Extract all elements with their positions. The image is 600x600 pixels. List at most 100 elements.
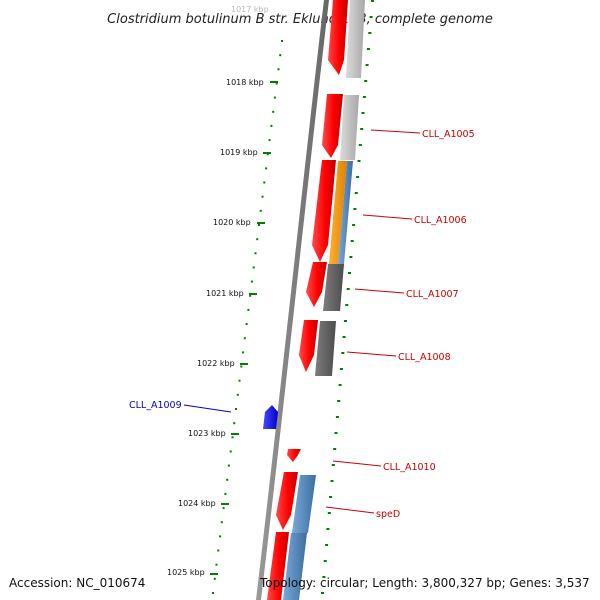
outer-tick-dot (345, 304, 349, 306)
outer-tick-dot (361, 112, 365, 114)
gene-label-cll-a1010[interactable]: CLL_A1010 (383, 462, 436, 473)
outer-tick-dot (344, 320, 347, 322)
ruler-dot (224, 492, 227, 495)
outer-tick-dot (364, 80, 368, 82)
leader-cll-a1006 (362, 214, 413, 220)
outer-tick-dot (338, 384, 342, 386)
gene-arrow-bottom[interactable] (267, 532, 289, 600)
leader-cll-a1005 (370, 129, 421, 134)
ruler-dot (275, 82, 278, 85)
leader-sped (325, 506, 375, 514)
outer-tick-dot (325, 544, 329, 546)
ruler-dot (265, 167, 268, 170)
outer-tick-dot (341, 352, 345, 354)
ruler-dot (220, 521, 223, 524)
ruler-tick-1019 (263, 152, 271, 154)
outer-tick-dot (327, 512, 331, 514)
gene-arrow-cll-a1007[interactable] (306, 262, 327, 307)
ruler-label-1022: 1022 kbp (197, 359, 235, 368)
ruler-dot (254, 252, 257, 255)
ruler-dot (212, 592, 214, 594)
outer-tick-dot (371, 0, 374, 2)
ruler-dot (236, 393, 239, 396)
leader-cll-a1010 (332, 460, 382, 467)
cog-segment-dark-2 (315, 321, 336, 376)
ruler-dot (256, 238, 259, 241)
outer-tick-dot (360, 128, 364, 130)
outer-tick-dot (333, 448, 337, 450)
ruler-label-1017: 1017 kbp (231, 5, 269, 14)
ruler-dot (273, 96, 276, 99)
ruler-dot (261, 195, 264, 198)
outer-tick-dot (365, 64, 369, 66)
gene-arrow-cll-a1008[interactable] (299, 320, 318, 372)
gene-label-cll-a1006[interactable]: CLL_A1006 (414, 215, 467, 226)
gene-arrow-top[interactable] (328, 0, 348, 75)
ruler-tick-1020 (257, 222, 265, 224)
ruler-dot (226, 478, 229, 481)
cog-segment-steel-3 (283, 533, 307, 600)
ruler-label-1024: 1024 kbp (178, 499, 216, 508)
gene-arrow-cll-a1006[interactable] (312, 160, 336, 262)
map-title: Clostridium botulinum B str. Eklund 17B,… (107, 12, 493, 27)
ruler-label-1020: 1020 kbp (213, 218, 251, 227)
gene-label-cll-a1005[interactable]: CLL_A1005 (422, 129, 475, 140)
leader-cll-a1007 (354, 288, 405, 294)
outer-tick-dot (366, 48, 370, 50)
ruler-label-1019: 1019 kbp (220, 148, 258, 157)
ruler-ticks (210, 81, 278, 575)
genome-backbone (256, 0, 329, 600)
outer-tick-dot (357, 160, 361, 162)
ruler-dot (270, 124, 273, 127)
gene-arrow-cll-a1009[interactable] (263, 405, 278, 429)
ruler-label-1025: 1025 kbp (167, 568, 205, 577)
gene-label-cll-a1009[interactable]: CLL_A1009 (129, 400, 182, 411)
ruler-dot (238, 379, 241, 382)
gene-label-sped[interactable]: speD (376, 509, 400, 520)
gene-arrow-sped[interactable] (276, 472, 298, 530)
ruler-tick-1024 (221, 503, 229, 505)
ruler-dot (245, 323, 248, 326)
ruler-label-1018: 1018 kbp (226, 78, 264, 87)
cog-segment-steel-1 (338, 161, 353, 264)
ruler-dot (215, 563, 218, 566)
accession-text: Accession: NC_010674 (9, 576, 145, 590)
outer-tick-dot (321, 592, 324, 594)
outer-tick-dot (350, 240, 354, 242)
outer-tick-dot (330, 480, 334, 482)
ruler-tick-1022 (240, 363, 248, 365)
gene-label-cll-a1008[interactable]: CLL_A1008 (398, 352, 451, 363)
outer-tick-dot (352, 224, 356, 226)
outer-tick-dot (323, 560, 327, 562)
ruler-dot (227, 464, 230, 467)
ruler-dot (217, 549, 220, 552)
ruler-dot (235, 408, 237, 410)
outer-tick-dot (353, 208, 357, 210)
ruler-dot (231, 436, 234, 439)
ruler-dot (272, 110, 275, 113)
ruler-label-1023: 1023 kbp (188, 429, 226, 438)
gene-label-cll-a1007[interactable]: CLL_A1007 (406, 289, 459, 300)
ruler-dot (259, 209, 262, 212)
ruler-dot (213, 577, 216, 580)
outer-tick-dot (349, 256, 353, 258)
outer-tick-dot (369, 16, 373, 18)
ruler-dot (266, 153, 269, 156)
ruler-dot (233, 422, 236, 425)
ruler-dot (268, 139, 271, 142)
ruler-dot (252, 266, 255, 269)
outer-tick-dot (339, 368, 343, 370)
gene-arrow-cll-a1005[interactable] (322, 94, 343, 158)
ruler-dot (219, 535, 222, 538)
ruler-tick-1021 (249, 293, 257, 295)
ruler-label-1021: 1021 kbp (206, 289, 244, 298)
outer-tick-dot (368, 32, 372, 34)
gene-arrow-cll-a1010[interactable] (287, 449, 301, 462)
cog-segment-light-2 (340, 95, 359, 160)
outer-tick-dot (356, 176, 360, 178)
ruler-dot (222, 507, 225, 510)
ruler-track (212, 40, 283, 594)
cog-segment-light-1 (346, 0, 365, 78)
outer-tick-dot (334, 432, 338, 434)
